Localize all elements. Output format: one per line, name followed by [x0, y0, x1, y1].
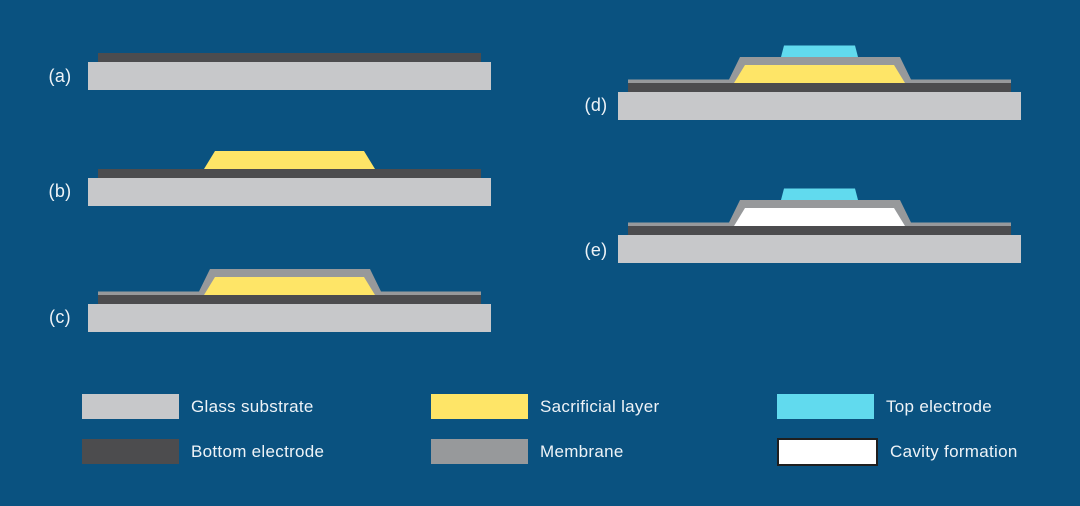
glass-substrate-layer — [618, 235, 1021, 263]
legend-label: Cavity formation — [890, 442, 1018, 461]
step-label-a: (a) — [48, 66, 72, 86]
bottom-electrode-layer — [98, 53, 481, 62]
glass-substrate-layer — [618, 92, 1021, 120]
membrane-swatch — [431, 439, 528, 464]
legend-item-top-electrode: Top electrode — [777, 394, 992, 419]
step-label-b: (b) — [48, 181, 72, 201]
cavity-formation-swatch — [777, 438, 878, 466]
step-label-c: (c) — [49, 307, 71, 327]
legend-label: Glass substrate — [191, 396, 314, 416]
bottom-electrode-layer — [628, 83, 1011, 92]
bottom-electrode-layer — [98, 295, 481, 304]
top-electrode-layer — [781, 45, 858, 57]
legend-label: Membrane — [540, 441, 624, 461]
legend-item-membrane: Membrane — [431, 439, 624, 464]
sacrificial-layer — [204, 151, 375, 169]
legend-item-glass-substrate: Glass substrate — [82, 394, 314, 419]
step-c-diagram — [88, 269, 491, 332]
step-d-diagram — [618, 45, 1021, 120]
top-electrode-layer — [781, 188, 858, 200]
glass-substrate-layer — [88, 304, 491, 332]
cavity-layer — [734, 208, 905, 226]
step-label-d: (d) — [584, 95, 608, 115]
top-electrode-swatch — [777, 394, 874, 419]
sacrificial-layer-swatch — [431, 394, 528, 419]
sacrificial-layer — [204, 277, 375, 295]
glass-substrate-layer — [88, 178, 491, 206]
step-e-diagram — [618, 188, 1021, 263]
bottom-electrode-swatch — [82, 439, 179, 464]
step-a-diagram — [88, 53, 491, 90]
legend-label: Bottom electrode — [191, 441, 325, 461]
sacrificial-layer — [734, 65, 905, 83]
legend-item-bottom-electrode: Bottom electrode — [82, 439, 324, 464]
legend-label: Sacrificial layer — [540, 396, 660, 416]
legend-label: Top electrode — [886, 396, 992, 416]
step-label-e: (e) — [584, 240, 608, 260]
bottom-electrode-layer — [98, 169, 481, 178]
glass-substrate-layer — [88, 62, 491, 90]
bottom-electrode-layer — [628, 226, 1011, 235]
legend-item-sacrificial-layer: Sacrificial layer — [431, 394, 659, 419]
glass-substrate-swatch — [82, 394, 179, 419]
legend-item-cavity-formation: Cavity formation — [777, 438, 1018, 466]
step-b-diagram — [88, 151, 491, 206]
